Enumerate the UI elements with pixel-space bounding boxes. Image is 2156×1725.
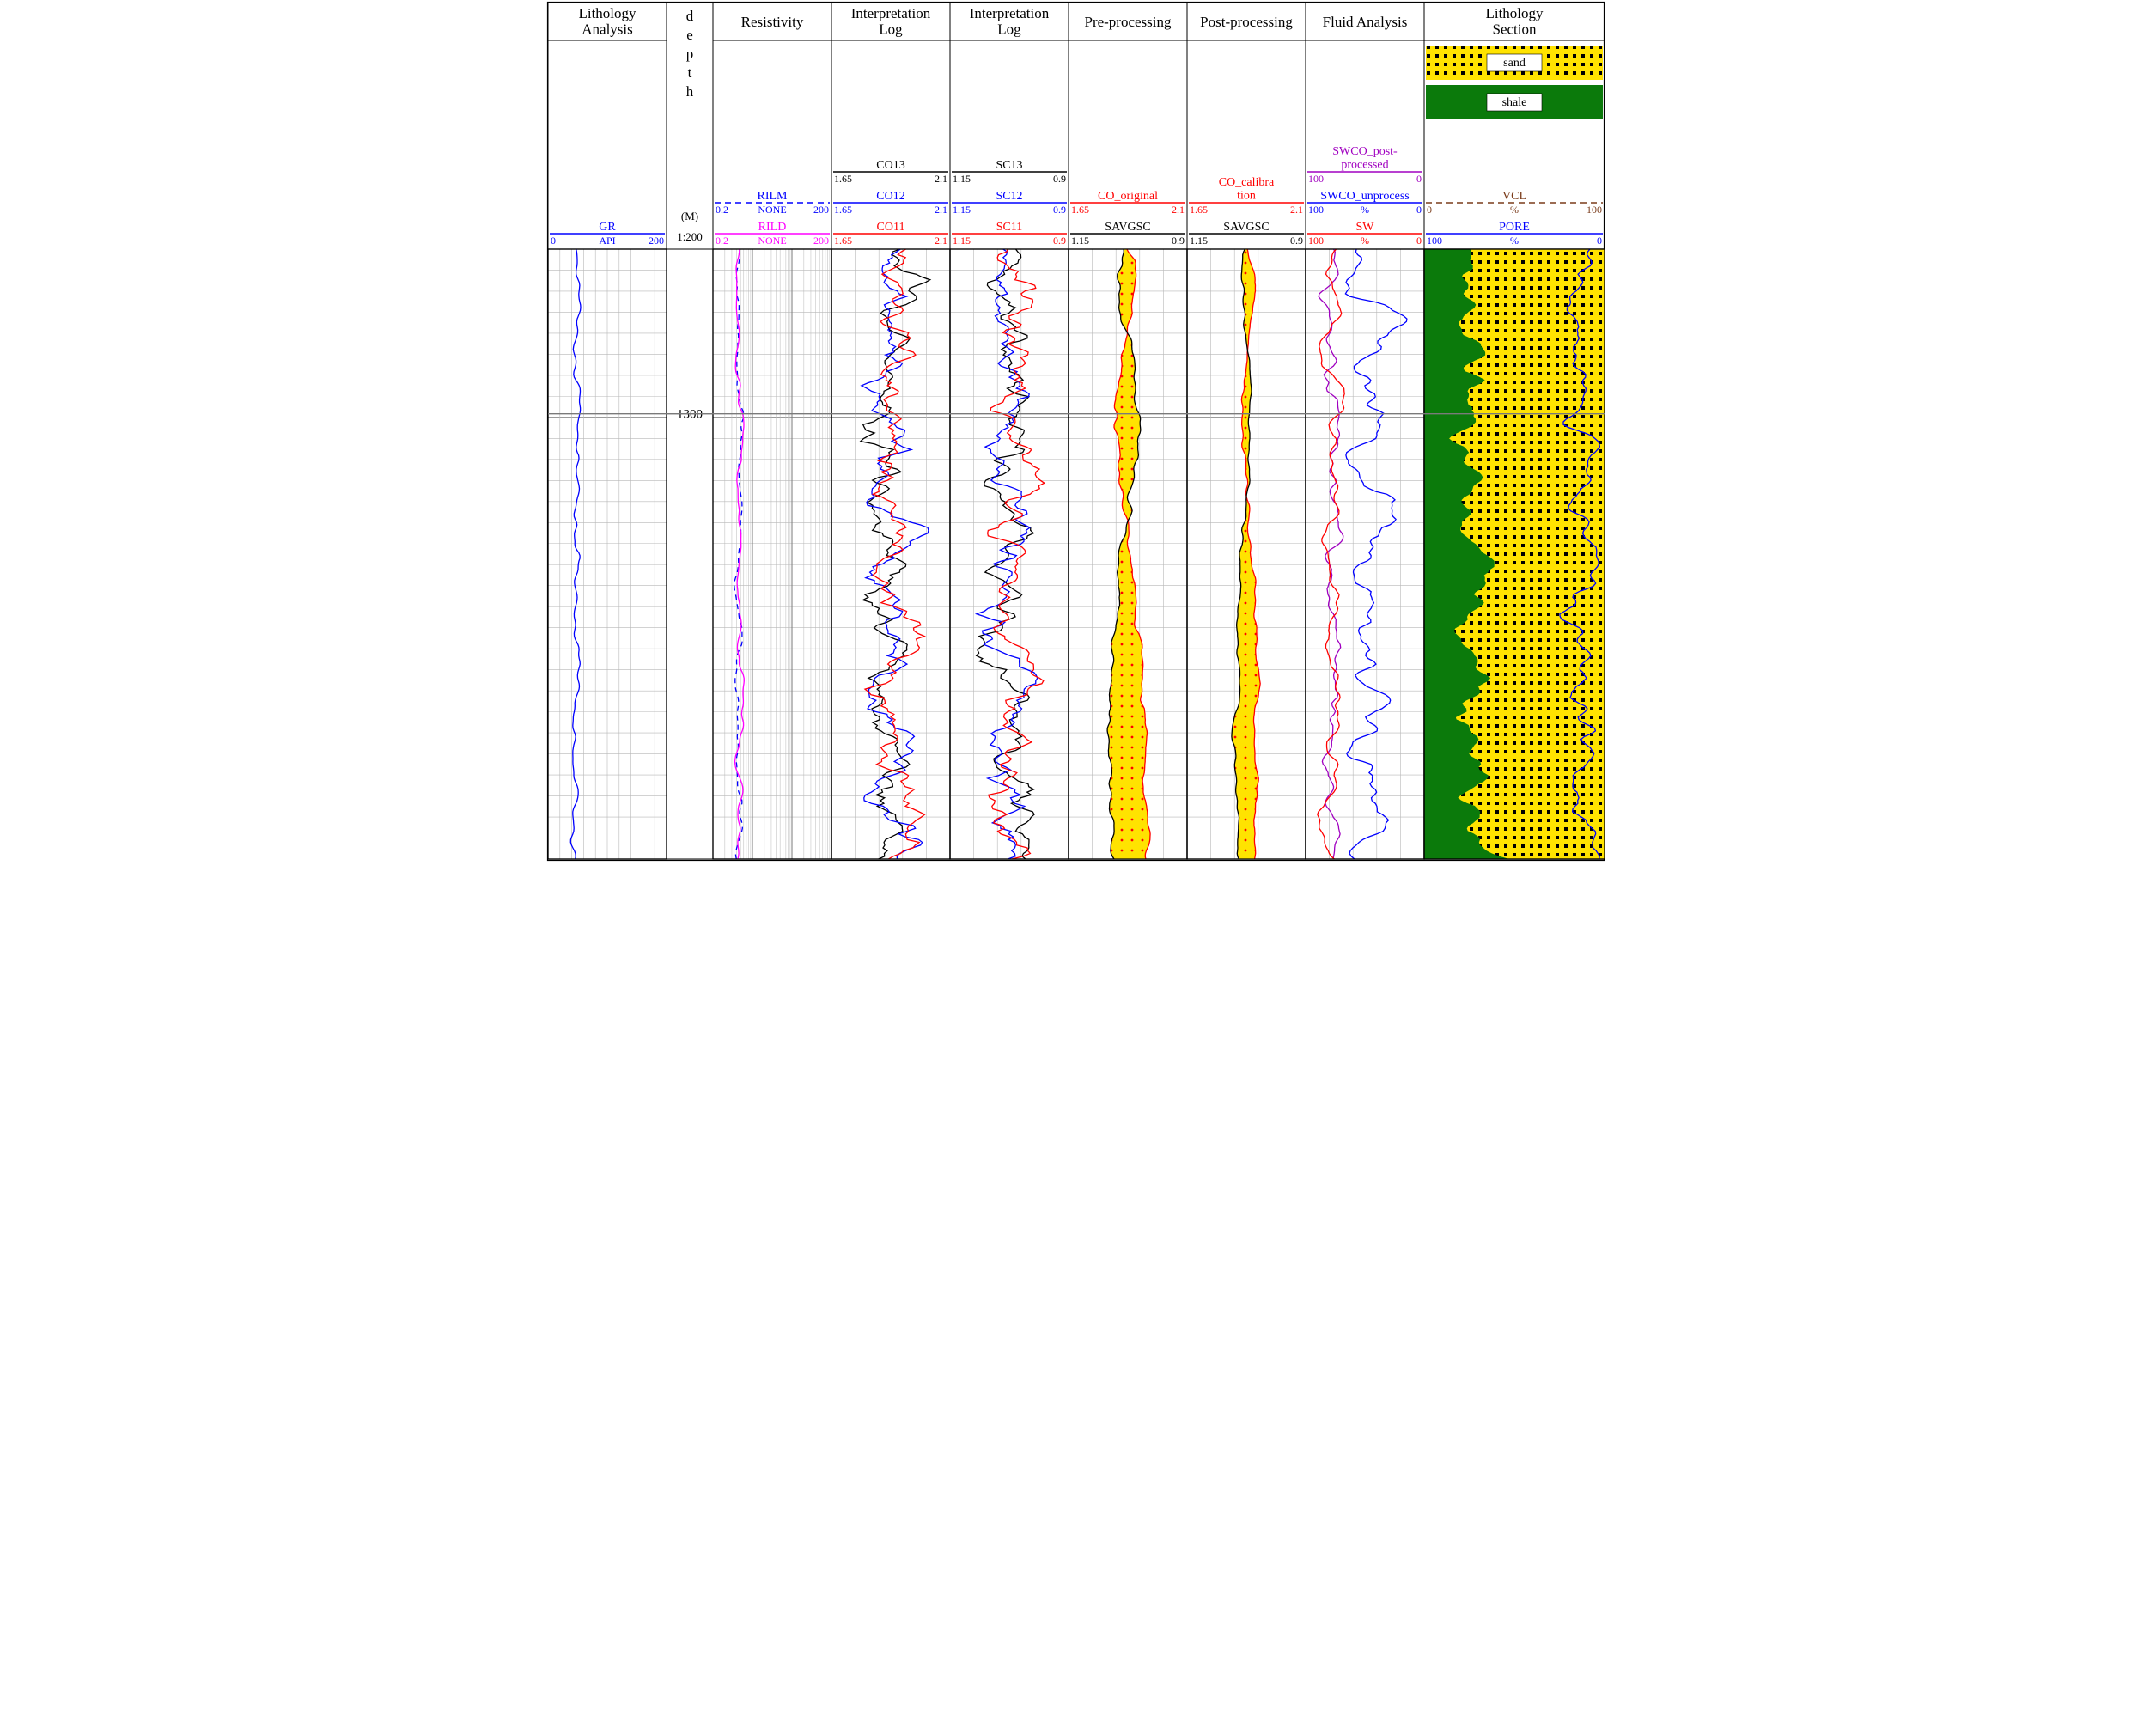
svg-text:2.1: 2.1	[1290, 204, 1303, 216]
svg-text:%: %	[1361, 204, 1369, 216]
svg-text:0: 0	[1416, 173, 1422, 185]
svg-text:PORE: PORE	[1499, 221, 1530, 234]
svg-text:1300: 1300	[677, 408, 703, 422]
svg-text:LithologyAnalysis: LithologyAnalysis	[578, 5, 636, 38]
svg-text:2.1: 2.1	[1172, 204, 1185, 216]
svg-text:shale: shale	[1501, 96, 1526, 109]
svg-text:1.15: 1.15	[953, 173, 971, 185]
svg-text:0.9: 0.9	[1053, 235, 1066, 247]
curve-SC12	[976, 249, 1037, 859]
svg-text:Pre-processing: Pre-processing	[1084, 14, 1172, 30]
svg-text:0.9: 0.9	[1053, 204, 1066, 216]
svg-text:RILM: RILM	[757, 190, 788, 203]
svg-text:1.65: 1.65	[834, 204, 852, 216]
svg-text:0: 0	[1416, 235, 1422, 247]
curve-GR	[570, 249, 581, 859]
svg-text:VCL: VCL	[1502, 190, 1526, 203]
svg-text:0.2: 0.2	[716, 235, 728, 247]
svg-text:0: 0	[551, 235, 556, 247]
svg-text:0.2: 0.2	[716, 204, 728, 216]
curve-SWCOu	[1345, 249, 1407, 859]
well-log-figure: LithologyAnalysis depth (M) 1:200 Resistivit…	[539, 0, 1617, 862]
svg-text:CO11: CO11	[876, 221, 904, 234]
svg-text:GR: GR	[599, 221, 616, 234]
svg-text:SWCO_unprocess: SWCO_unprocess	[1320, 190, 1409, 203]
svg-text:SAVGSC: SAVGSC	[1223, 221, 1269, 234]
svg-text:Resistivity: Resistivity	[740, 14, 803, 30]
svg-text:RILD: RILD	[758, 221, 786, 234]
svg-text:0.9: 0.9	[1290, 235, 1303, 247]
svg-text:1.15: 1.15	[953, 204, 971, 216]
svg-text:1.65: 1.65	[834, 235, 852, 247]
svg-text:1.15: 1.15	[953, 235, 971, 247]
svg-text:1.65: 1.65	[1071, 204, 1089, 216]
svg-text:SC13: SC13	[996, 159, 1022, 172]
svg-text:p: p	[685, 46, 693, 62]
svg-text:SAVGSC: SAVGSC	[1105, 221, 1150, 234]
svg-text:%: %	[1510, 204, 1519, 216]
svg-text:SWCO_post-processed: SWCO_post-processed	[1332, 145, 1398, 171]
svg-text:0: 0	[1597, 235, 1602, 247]
svg-text:CO13: CO13	[876, 159, 904, 172]
svg-text:100: 100	[1308, 235, 1324, 247]
curve-SW	[1317, 249, 1343, 859]
svg-text:h: h	[685, 83, 693, 100]
svg-text:200: 200	[813, 204, 829, 216]
svg-text:SC11: SC11	[996, 221, 1022, 234]
svg-text:Post-processing: Post-processing	[1200, 14, 1293, 30]
svg-text:200: 200	[649, 235, 664, 247]
svg-text:1.15: 1.15	[1071, 235, 1089, 247]
svg-text:t: t	[687, 64, 691, 81]
svg-text:2.1: 2.1	[935, 204, 947, 216]
svg-text:1.15: 1.15	[1190, 235, 1208, 247]
svg-text:API: API	[599, 235, 615, 247]
svg-text:SC12: SC12	[996, 190, 1022, 203]
svg-text:SW: SW	[1355, 221, 1374, 234]
svg-text:Fluid Analysis: Fluid Analysis	[1322, 14, 1407, 30]
svg-text:1.65: 1.65	[834, 173, 852, 185]
svg-text:1.65: 1.65	[1190, 204, 1208, 216]
svg-text:%: %	[1361, 235, 1369, 247]
svg-text:CO_original: CO_original	[1098, 190, 1158, 203]
curve-SC13	[976, 249, 1033, 859]
curve-RILD	[734, 249, 744, 859]
svg-text:0.9: 0.9	[1172, 235, 1185, 247]
svg-text:1:200: 1:200	[677, 230, 703, 243]
svg-text:InterpretationLog: InterpretationLog	[850, 5, 930, 38]
svg-text:LithologySection: LithologySection	[1485, 5, 1544, 38]
svg-text:e: e	[686, 27, 693, 43]
svg-text:0.9: 0.9	[1053, 173, 1066, 185]
svg-text:100: 100	[1427, 235, 1442, 247]
svg-text:0: 0	[1416, 204, 1422, 216]
svg-text:2.1: 2.1	[935, 173, 947, 185]
svg-text:NONE: NONE	[758, 204, 786, 216]
curve-SWCOp	[1319, 249, 1343, 859]
curve-SC11	[987, 249, 1044, 859]
svg-text:0: 0	[1427, 204, 1432, 216]
svg-text:%: %	[1510, 235, 1519, 247]
svg-text:100: 100	[1308, 204, 1324, 216]
svg-text:NONE: NONE	[758, 235, 786, 247]
svg-text:sand: sand	[1503, 57, 1526, 70]
svg-text:InterpretationLog: InterpretationLog	[969, 5, 1049, 38]
svg-text:(M): (M)	[680, 210, 697, 222]
svg-text:200: 200	[813, 235, 829, 247]
svg-text:100: 100	[1308, 173, 1324, 185]
svg-text:2.1: 2.1	[935, 235, 947, 247]
svg-text:d: d	[685, 8, 693, 24]
svg-text:CO_calibration: CO_calibration	[1218, 176, 1274, 202]
curve-CO11	[865, 249, 925, 859]
svg-text:100: 100	[1587, 204, 1602, 216]
svg-text:CO12: CO12	[876, 190, 904, 203]
